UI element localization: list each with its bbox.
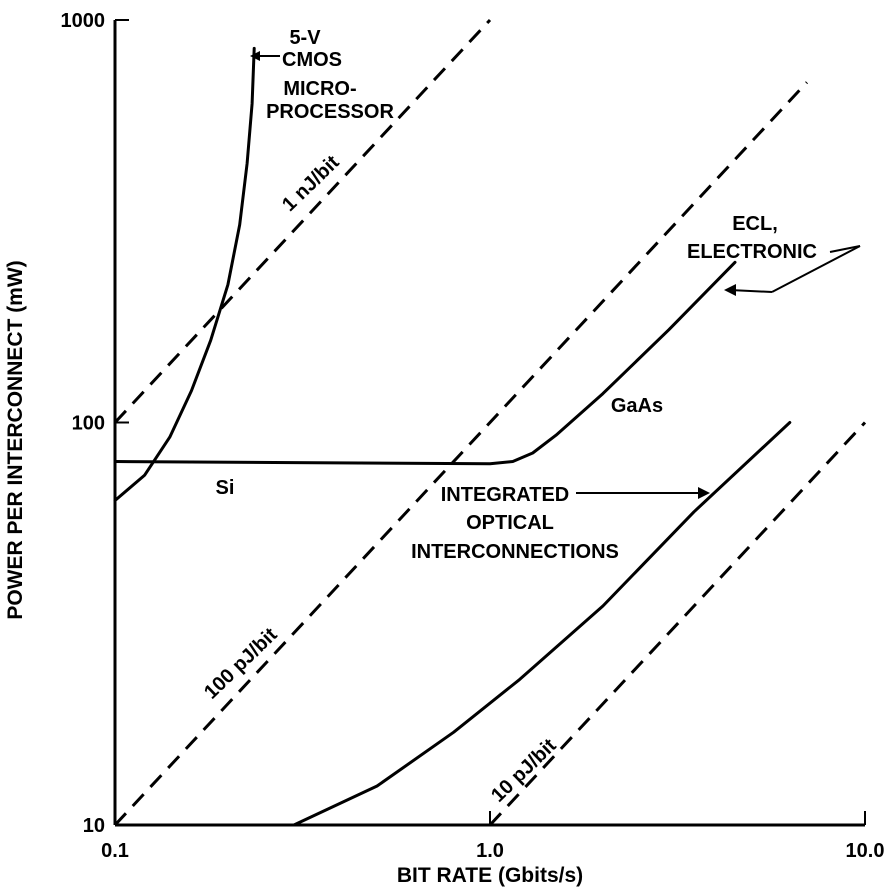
ecl-arrowhead <box>724 284 736 296</box>
ecl-label-line-1: ECL, <box>732 213 778 235</box>
y-tick-label: 1000 <box>61 10 106 32</box>
y-tick-label: 10 <box>83 815 105 837</box>
ecl-arrow-top <box>829 245 861 253</box>
ecl-annotation: ECL, ELECTRONIC <box>687 213 861 296</box>
series-5-v-cmos-micro-processor <box>113 46 256 502</box>
x-tick-label: 1.0 <box>476 840 504 862</box>
si-label: Si <box>216 477 235 499</box>
ticks-group <box>114 19 866 826</box>
ecl-label-line-2: ELECTRONIC <box>687 241 817 263</box>
x-axis-title: BIT RATE (Gbits/s) <box>397 864 583 887</box>
x-tick-label: 0.1 <box>101 840 129 862</box>
ecl-arrow-tail <box>729 289 773 293</box>
y-axis-title: POWER PER INTERCONNECT (mW) <box>4 260 27 619</box>
cmos-label-line-2: CMOS <box>282 49 342 71</box>
ecl-arrow-diag <box>771 245 861 293</box>
optical-arrowhead <box>698 487 710 499</box>
gaas-label: GaAs <box>611 395 663 417</box>
label-10pj: 10 pJ/bit <box>487 734 561 806</box>
series-100-pj-bit <box>113 81 808 827</box>
optical-annotation: INTEGRATED OPTICAL INTERCONNECTIONS <box>411 484 710 563</box>
cmos-label-line-4: PROCESSOR <box>266 101 394 123</box>
cmos-label-line-1: 5-V <box>289 27 321 49</box>
x-tick-label: 10.0 <box>846 840 884 862</box>
series-integrated-optical-interconnections <box>292 421 792 827</box>
cmos-label-line-3: MICRO- <box>283 78 356 100</box>
series-layer <box>113 18 867 827</box>
series-ecl-electronic <box>113 260 737 466</box>
label-1nj: 1 nJ/bit <box>278 151 344 216</box>
y-tick-label: 100 <box>72 413 105 435</box>
optical-label-line-2: OPTICAL <box>466 512 554 534</box>
series-1-nj-bit <box>113 18 492 424</box>
cmos-annotation: 5-V CMOS MICRO- PROCESSOR <box>250 27 394 123</box>
optical-label-line-1: INTEGRATED <box>441 484 570 506</box>
cmos-arrowhead <box>250 51 260 61</box>
series-10-pj-bit <box>488 421 867 827</box>
optical-label-line-3: INTERCONNECTIONS <box>411 541 619 563</box>
tick-labels-group: 0.1 1.0 10.0 10 100 1000 <box>61 10 884 862</box>
